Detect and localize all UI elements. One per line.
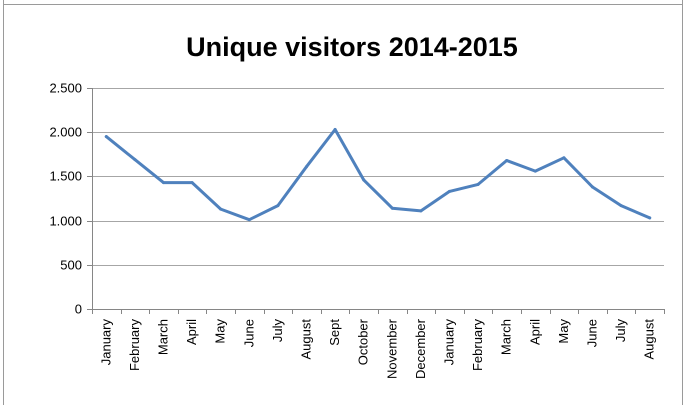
gridlines [92,88,664,266]
y-tick-label: 2.500 [49,81,82,96]
data-point [276,204,280,208]
x-tick-label: February [470,319,485,372]
data-point [333,128,337,131]
y-tick-label: 500 [60,258,82,273]
x-tick-label: January [442,319,457,366]
data-point [562,156,566,160]
data-point [162,181,165,185]
chart-title: Unique visitors 2014-2015 [186,32,518,62]
data-point [190,181,194,185]
x-tick-label: June [241,319,256,347]
data-point [619,204,623,208]
data-point [476,182,480,186]
data-point [448,189,451,193]
y-tick-label: 2.000 [49,125,82,140]
x-tick-label: August [642,319,657,360]
series-layer [104,128,652,222]
x-tick-label: October [356,318,371,365]
y-tick-labels: 0 500 1.000 1.500 2.000 2.500 [49,81,82,317]
x-tick-label: Sept [327,319,342,346]
y-tick-label: 1.500 [49,169,82,184]
data-point [648,216,652,220]
x-tick-label: March [499,319,514,355]
data-point [419,209,423,213]
frame-border [3,4,683,5]
x-tick-label: April [527,319,542,345]
frame-border [3,0,4,405]
data-point [390,206,394,210]
data-point [591,185,594,189]
data-point [362,178,366,182]
y-tick-label: 1.000 [49,214,82,229]
data-point [305,165,308,169]
series-line [104,128,652,222]
x-tick-label: January [98,319,113,366]
x-tick-label: June [585,319,600,347]
x-tick-labels: January February March April May June July Augu… [98,318,656,379]
data-point [219,207,223,211]
axes [87,88,665,314]
x-tick-label: May [213,319,228,344]
data-point [247,218,251,222]
data-point [133,158,137,162]
x-tick-label: March [156,319,171,355]
x-tick-label: February [127,319,142,372]
frame-border [682,0,683,405]
x-tick-label: December [413,318,428,379]
data-point [505,159,509,162]
x-tick-label: July [270,319,285,343]
x-tick-label: July [613,319,628,343]
x-tick-label: May [556,319,571,344]
x-tick-label: August [299,319,314,360]
data-point [533,169,537,173]
data-point [104,135,108,139]
x-tick-label: April [184,319,199,345]
y-tick-label: 0 [75,302,82,317]
x-tick-label: November [384,318,399,379]
